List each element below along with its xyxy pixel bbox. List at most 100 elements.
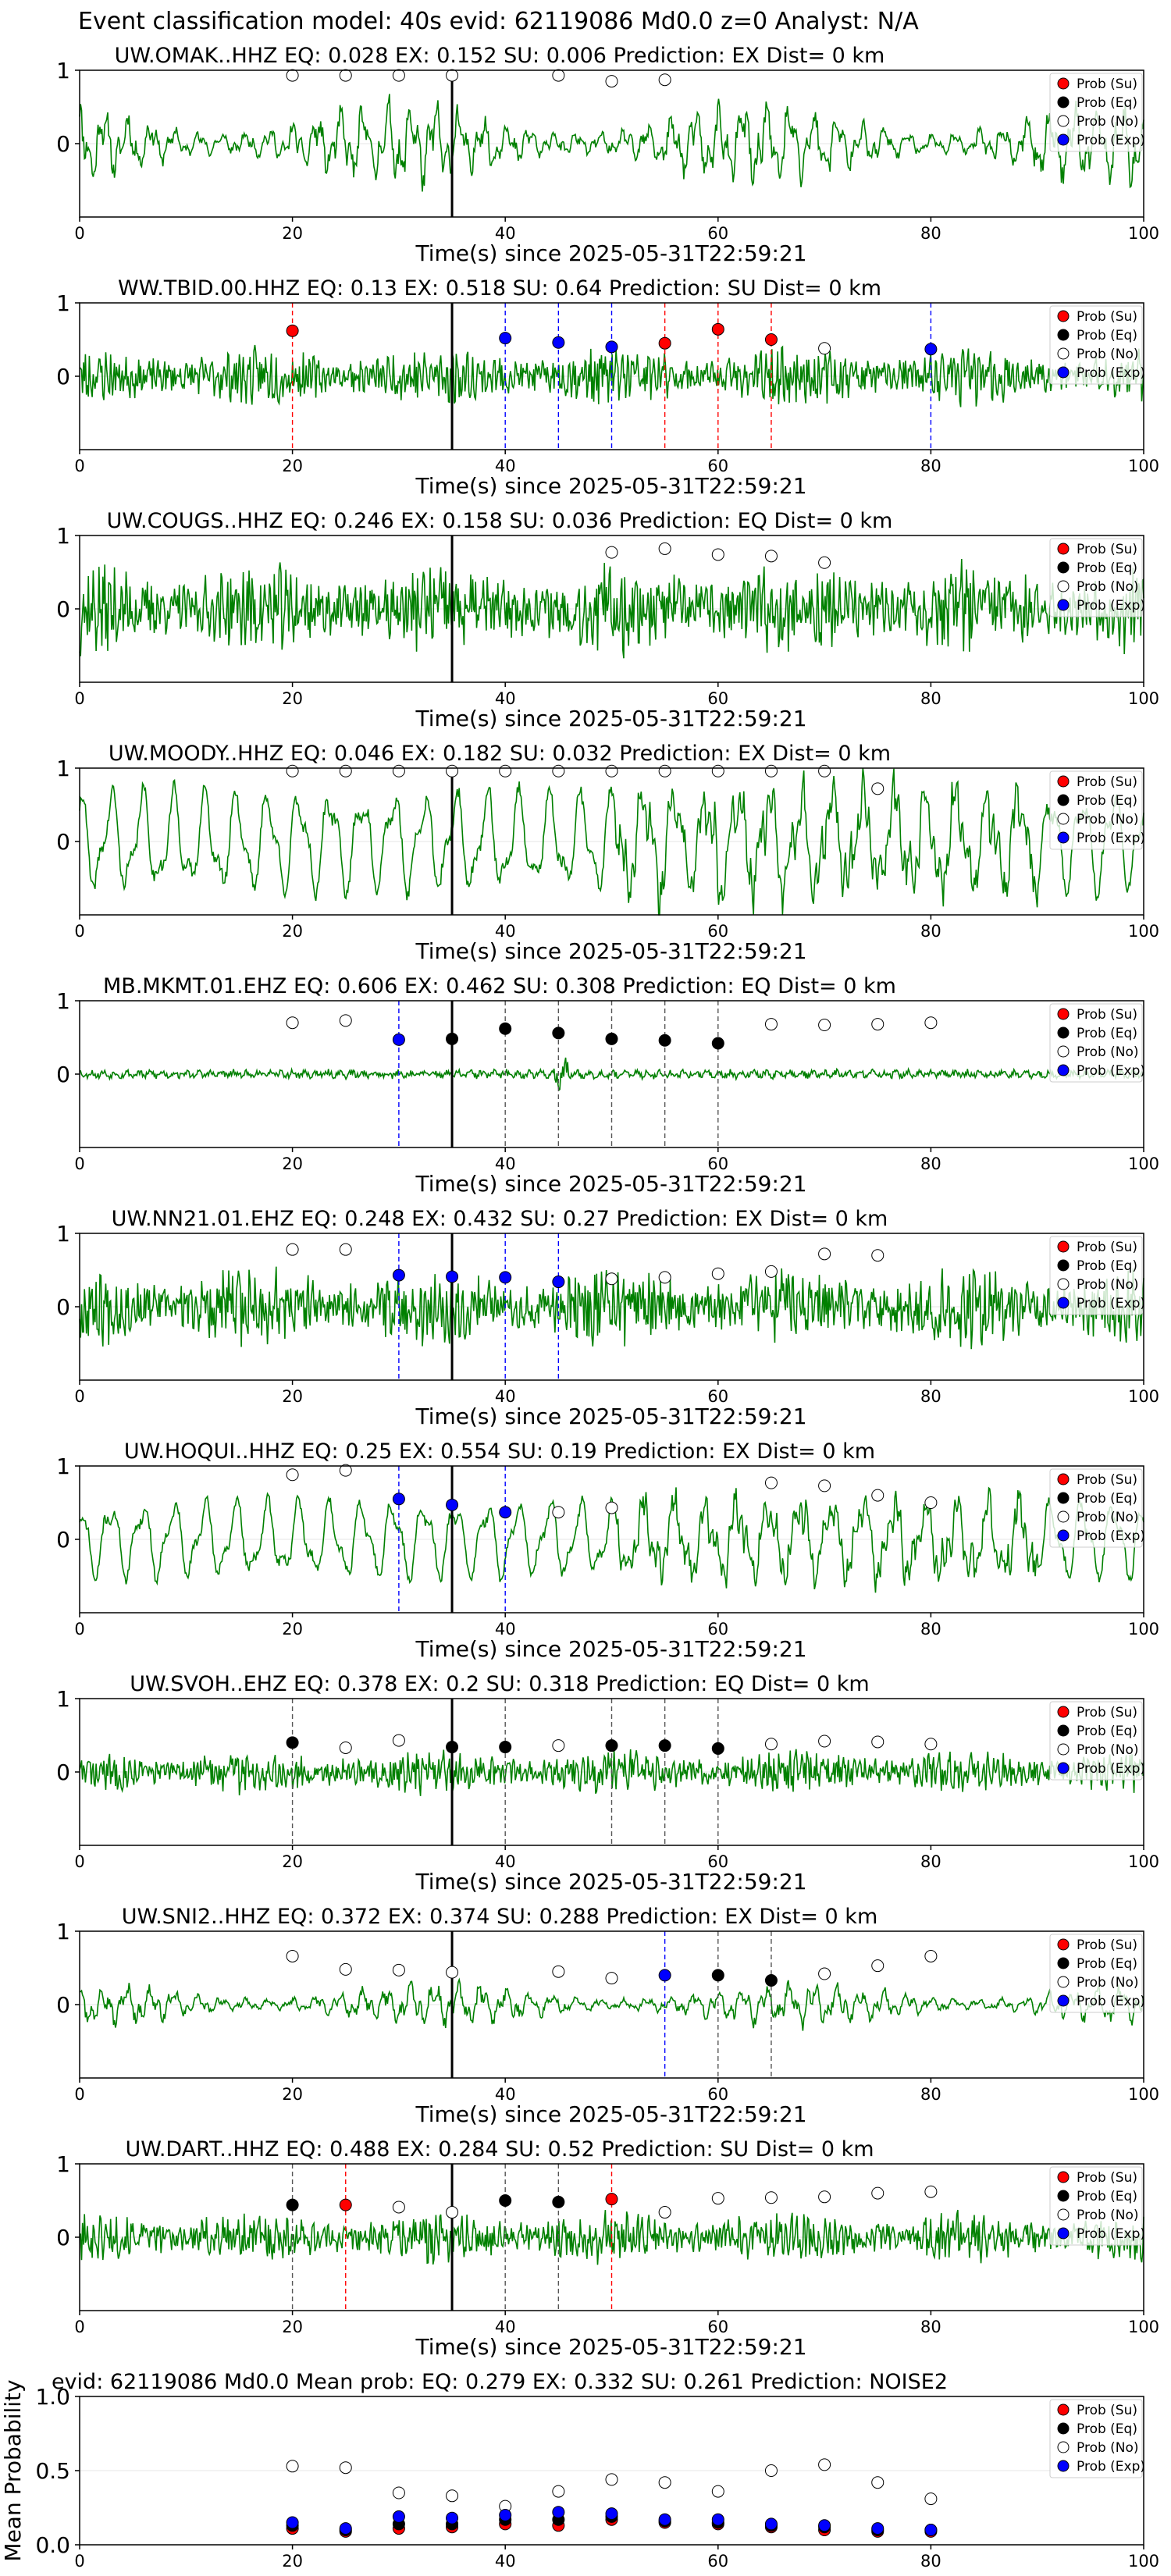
x-tick-label: 100 bbox=[1128, 224, 1159, 243]
legend-label-no: Prob (No) bbox=[1077, 1975, 1139, 1991]
legend-label-exp: Prob (Exp) bbox=[1077, 1528, 1145, 1544]
prob-point-no bbox=[605, 764, 618, 777]
legend-label-exp: Prob (Exp) bbox=[1077, 598, 1145, 614]
x-tick-label: 100 bbox=[1128, 1155, 1159, 1173]
prob-point-no bbox=[818, 1479, 831, 1493]
legend-marker-no bbox=[1057, 115, 1070, 127]
prob-point-no bbox=[871, 1018, 884, 1031]
prob-point-su bbox=[286, 324, 299, 337]
station-panel-5: UW.NN21.01.EHZ EQ: 0.248 EX: 0.432 SU: 0… bbox=[56, 1207, 1159, 1429]
legend-label-no: Prob (No) bbox=[1077, 1742, 1139, 1758]
x-tick-label: 60 bbox=[707, 1387, 728, 1406]
x-tick-label: 60 bbox=[707, 2552, 728, 2571]
y-tick-label: 0 bbox=[56, 1992, 70, 2018]
prob-point-no bbox=[658, 73, 671, 87]
legend-label-su: Prob (Su) bbox=[1077, 1705, 1137, 1720]
prob-point-no bbox=[286, 1016, 299, 1030]
station-panel-7: UW.SVOH..EHZ EQ: 0.378 EX: 0.2 SU: 0.318… bbox=[56, 1672, 1159, 1895]
legend-frame bbox=[1049, 2399, 1143, 2478]
prob-point-exp bbox=[392, 1268, 405, 1282]
x-tick-label: 60 bbox=[707, 922, 728, 941]
x-tick-label: 0 bbox=[74, 2318, 84, 2336]
x-tick-label: 80 bbox=[920, 2318, 941, 2336]
x-tick-label: 20 bbox=[282, 2318, 303, 2336]
x-tick-label: 60 bbox=[707, 1155, 728, 1173]
prob-point-no bbox=[818, 1247, 831, 1261]
prob-point-no bbox=[446, 1966, 459, 1979]
legend-marker-eq bbox=[1057, 96, 1070, 109]
legend-label-exp: Prob (Exp) bbox=[1077, 2226, 1145, 2242]
prob-point-no bbox=[764, 1265, 778, 1278]
legend-marker-eq bbox=[1057, 2190, 1070, 2202]
prob-point-no bbox=[339, 69, 352, 82]
x-tick-label: 100 bbox=[1128, 922, 1159, 941]
legend-marker-su bbox=[1057, 1008, 1070, 1020]
legend-label-no: Prob (No) bbox=[1077, 1044, 1139, 1060]
legend-marker-exp bbox=[1057, 1994, 1070, 2007]
x-tick-label: 20 bbox=[282, 224, 303, 243]
legend: Prob (Su) Prob (Eq) Prob (No) Prob (Exp) bbox=[1049, 2166, 1145, 2246]
legend-label-no: Prob (No) bbox=[1077, 1510, 1139, 1525]
legend-frame bbox=[1049, 1701, 1143, 1781]
prob-point-no bbox=[339, 1464, 352, 1477]
legend-marker-no bbox=[1057, 2208, 1070, 2221]
legend-frame bbox=[1049, 2166, 1143, 2246]
legend: Prob (Su) Prob (Eq) Prob (No) Prob (Exp) bbox=[1049, 305, 1145, 385]
x-tick-label: 20 bbox=[282, 2085, 303, 2104]
legend-marker-no bbox=[1057, 347, 1070, 360]
legend-frame bbox=[1049, 770, 1143, 850]
y-tick-label: 0 bbox=[56, 131, 70, 157]
legend-label-exp: Prob (Exp) bbox=[1077, 1994, 1145, 2009]
x-tick-label: 80 bbox=[920, 689, 941, 708]
x-tick-label: 40 bbox=[495, 2085, 516, 2104]
x-tick-label: 40 bbox=[495, 689, 516, 708]
panel-title: UW.SVOH..EHZ EQ: 0.378 EX: 0.2 SU: 0.318… bbox=[130, 1672, 869, 1696]
mean-point-no bbox=[924, 2492, 938, 2506]
prob-point-no bbox=[711, 1267, 724, 1280]
prob-point-no bbox=[446, 2206, 459, 2219]
legend-marker-eq bbox=[1057, 1957, 1070, 1969]
prob-point-exp bbox=[446, 1270, 459, 1283]
legend-marker-no bbox=[1057, 813, 1070, 825]
legend-marker-eq bbox=[1057, 2422, 1070, 2435]
prob-point-no bbox=[818, 764, 831, 777]
waveform-trace bbox=[79, 1977, 1144, 2031]
prob-point-exp bbox=[552, 1276, 565, 1289]
legend-marker-su bbox=[1057, 2403, 1070, 2416]
legend-marker-eq bbox=[1057, 1259, 1070, 1272]
legend-label-eq: Prob (Eq) bbox=[1077, 1491, 1137, 1507]
x-tick-label: 60 bbox=[707, 2085, 728, 2104]
legend-label-eq: Prob (Eq) bbox=[1077, 1026, 1137, 1041]
prob-point-no bbox=[924, 1949, 938, 1962]
axes-frame bbox=[79, 302, 1144, 450]
legend-marker-su bbox=[1057, 77, 1070, 90]
y-tick-label: 1 bbox=[56, 1221, 70, 1247]
legend-marker-su bbox=[1057, 1473, 1070, 1485]
mean-point-no bbox=[764, 2464, 778, 2477]
prob-point-no bbox=[658, 542, 671, 555]
prob-point-exp bbox=[499, 1506, 512, 1519]
prob-point-no bbox=[871, 1489, 884, 1502]
legend-marker-exp bbox=[1057, 2460, 1070, 2472]
legend-frame bbox=[1049, 1236, 1143, 1315]
y-tick-label: 1.0 bbox=[35, 2384, 70, 2410]
x-tick-label: 0 bbox=[74, 922, 84, 941]
legend-label-exp: Prob (Exp) bbox=[1077, 1296, 1145, 1311]
prob-point-su bbox=[711, 322, 724, 336]
legend-label-eq: Prob (Eq) bbox=[1077, 1956, 1137, 1972]
mean-point-exp bbox=[711, 2513, 724, 2526]
y-tick-label: 1 bbox=[56, 756, 70, 781]
axes-frame bbox=[79, 535, 1144, 683]
legend: Prob (Su) Prob (Eq) Prob (No) Prob (Exp) bbox=[1049, 770, 1145, 850]
x-tick-label: 80 bbox=[920, 1155, 941, 1173]
legend-frame bbox=[1049, 305, 1143, 385]
y-tick-label: 0 bbox=[56, 2225, 70, 2250]
prob-point-eq bbox=[286, 2198, 299, 2211]
x-tick-label: 20 bbox=[282, 922, 303, 941]
mean-point-exp bbox=[392, 2510, 405, 2523]
legend-label-eq: Prob (Eq) bbox=[1077, 1724, 1137, 1739]
mean-point-exp bbox=[764, 2517, 778, 2531]
legend-label-eq: Prob (Eq) bbox=[1077, 1258, 1137, 1274]
prob-point-no bbox=[764, 764, 778, 777]
legend-marker-no bbox=[1057, 1045, 1070, 1058]
